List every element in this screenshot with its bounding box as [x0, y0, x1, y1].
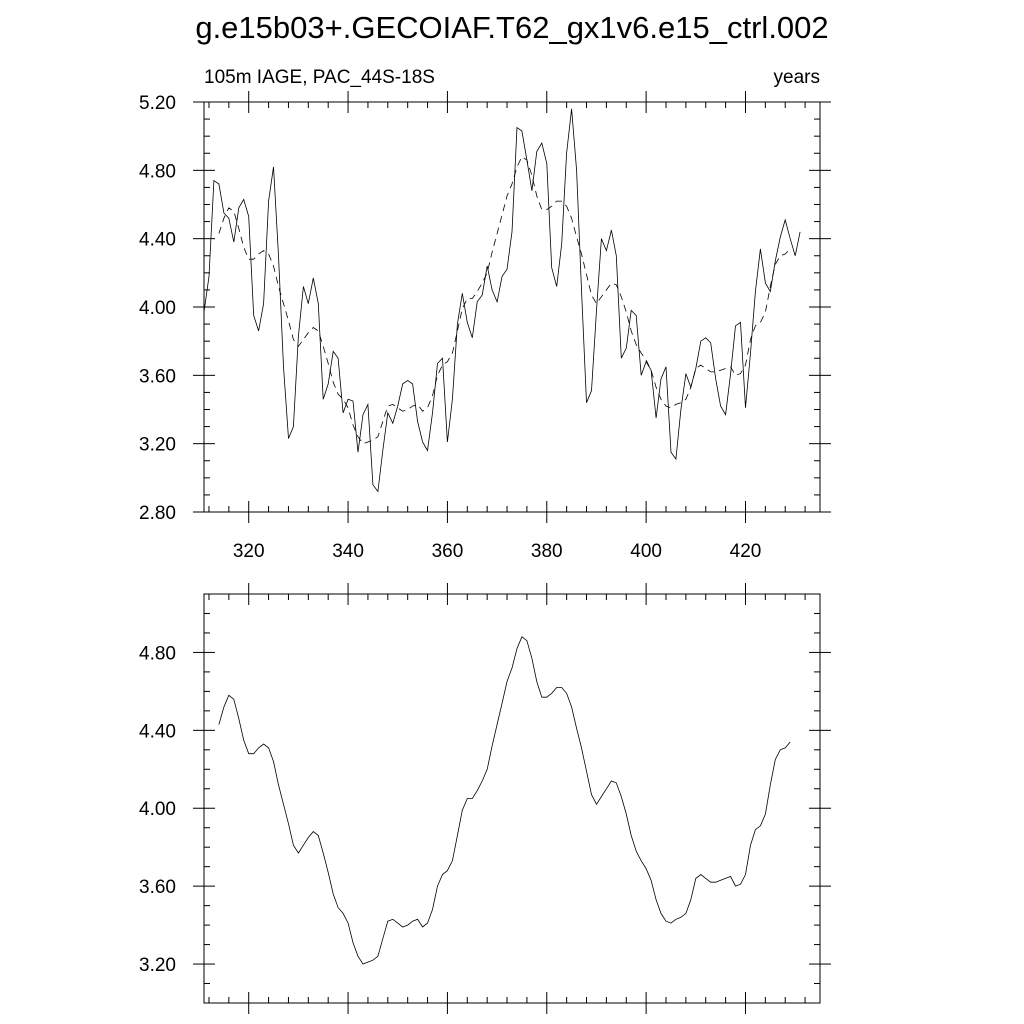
- top-panel-frame: [203, 101, 821, 513]
- top-panel-y-tick-label: 3.60: [139, 366, 176, 387]
- bottom-panel-y-tick-label: 4.80: [139, 643, 176, 664]
- top-panel-x-tick-label: 320: [233, 541, 265, 562]
- bottom-panel-ticks: 3.20 3.60 4.00 4.40 4.80: [139, 583, 831, 1014]
- top-panel-y-tick-label: 3.20: [139, 435, 176, 456]
- bottom-panel-y-tick-label: 3.20: [139, 955, 176, 976]
- bottom-panel-y-tick-label: 4.40: [139, 721, 176, 742]
- top-panel-y-tick-label: 4.00: [139, 298, 176, 319]
- top-panel-x-tick-label: 340: [332, 541, 364, 562]
- top-panel-y-tick-label: 4.80: [139, 161, 176, 182]
- bottom-panel-y-tick-label: 4.00: [139, 799, 176, 820]
- top-panel-x-tick-label: 400: [630, 541, 662, 562]
- top-panel-series: [203, 108, 801, 493]
- figure-title: g.e15b03+.GECOIAF.T62_gx1v6.e15_ctrl.002: [195, 10, 828, 45]
- top-panel-x-tick-label: 380: [531, 541, 563, 562]
- bottom-panel-series: [218, 636, 791, 965]
- top-panel: 105m IAGE, PAC_44S-18S years 320 340 360 38…: [139, 67, 831, 562]
- top-panel-x-tick-label: 360: [432, 541, 464, 562]
- top-panel-series-0-line: [203, 108, 801, 493]
- top-panel-y-tick-label: 4.40: [139, 230, 176, 251]
- top-panel-subtitle-left: 105m IAGE, PAC_44S-18S: [204, 67, 435, 88]
- bottom-panel-y-tick-label: 3.60: [139, 877, 176, 898]
- top-panel-series-1-line: [218, 156, 791, 445]
- bottom-panel-series-0-line: [218, 636, 791, 965]
- top-panel-ticks: 320 340 360 380 400 420 2.80 3.20 3.60 4.00 4.40 4.…: [139, 91, 831, 562]
- top-panel-y-tick-label: 2.80: [139, 503, 176, 524]
- top-panel-subtitle-right: years: [774, 67, 820, 88]
- bottom-panel-frame: [203, 593, 821, 1004]
- bottom-panel: 3.20 3.60 4.00 4.40 4.80: [139, 583, 831, 1014]
- top-panel-x-tick-label: 420: [730, 541, 762, 562]
- top-panel-y-tick-label: 5.20: [139, 93, 176, 114]
